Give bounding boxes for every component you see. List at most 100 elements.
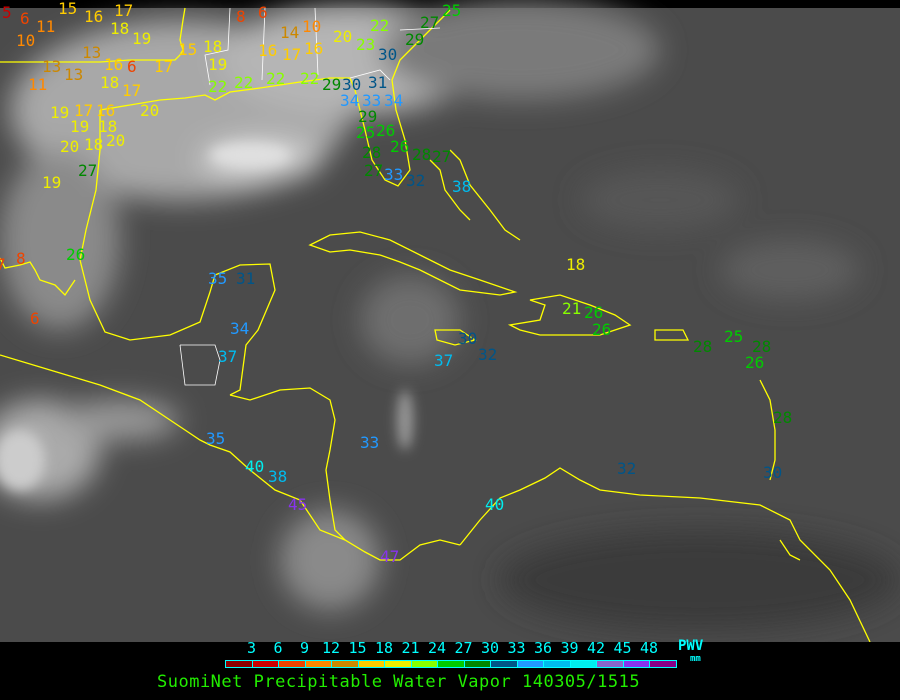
station-pwv-value: 18 — [98, 117, 117, 136]
legend-swatch — [437, 660, 465, 668]
station-pwv-value: 28 — [693, 337, 712, 356]
legend-swatch — [304, 660, 332, 668]
station-pwv-value: 18 — [203, 37, 222, 56]
station-pwv-value: 38 — [268, 467, 287, 486]
station-pwv-value: 17 — [282, 45, 301, 64]
station-pwv-value: 19 — [70, 117, 89, 136]
station-pwv-value: 20 — [140, 101, 159, 120]
station-pwv-value: 17 — [154, 57, 173, 76]
station-pwv-value: 7 — [0, 255, 6, 274]
station-pwv-value: 8 — [16, 249, 26, 268]
station-pwv-value: 5 — [2, 3, 12, 22]
station-pwv-value: 38 — [452, 177, 471, 196]
legend-swatch — [543, 660, 571, 668]
station-pwv-value: 25 — [442, 1, 461, 20]
station-pwv-value: 26 — [745, 353, 764, 372]
legend: 3 6 9 12 15 18 21 24 27 30 33 36 39 42 45 48 PWV mm Suo… — [0, 638, 900, 700]
station-pwv-value: 26 — [66, 245, 85, 264]
station-pwv-value: 32 — [406, 171, 425, 190]
station-pwv-value: 17 — [122, 81, 141, 100]
station-pwv-value: 28 — [773, 408, 792, 427]
station-pwv-value: 31 — [236, 269, 255, 288]
cloud-layer — [0, 0, 900, 630]
legend-swatch — [463, 660, 491, 668]
station-pwv-value: 6 — [127, 57, 137, 76]
station-pwv-value: 8 — [236, 7, 246, 26]
station-pwv-value: 31 — [368, 73, 387, 92]
legend-swatch — [331, 660, 359, 668]
station-pwv-value: 22 — [234, 73, 253, 92]
station-pwv-value: 40 — [245, 457, 264, 476]
station-pwv-value: 6 — [20, 9, 30, 28]
station-pwv-value: 26 — [592, 320, 611, 339]
legend-tick: 18 — [374, 639, 394, 657]
station-pwv-value: 18 — [110, 19, 129, 38]
station-pwv-value: 27 — [420, 13, 439, 32]
station-pwv-value: 10 — [302, 17, 321, 36]
legend-tick: 9 — [299, 639, 310, 657]
station-pwv-value: 29 — [405, 30, 424, 49]
cloud-streaks — [0, 143, 413, 490]
legend-swatch — [410, 660, 438, 668]
station-pwv-value: 14 — [280, 23, 299, 42]
station-pwv-value: 18 — [100, 73, 119, 92]
station-pwv-value: 15 — [178, 40, 197, 59]
station-pwv-value: 6 — [30, 309, 40, 328]
station-pwv-value: 34 — [340, 91, 359, 110]
station-pwv-value: 22 — [300, 69, 319, 88]
station-pwv-value: 23 — [356, 35, 375, 54]
legend-tick: 48 — [639, 639, 659, 657]
legend-swatch — [622, 660, 650, 668]
legend-swatch — [357, 660, 385, 668]
station-pwv-value: 20 — [60, 137, 79, 156]
station-pwv-value: 37 — [218, 347, 237, 366]
station-pwv-value: 30 — [378, 45, 397, 64]
station-pwv-value: 37 — [434, 351, 453, 370]
political-borders — [179, 7, 441, 386]
station-pwv-value: 21 — [562, 299, 581, 318]
station-pwv-value: 34 — [230, 319, 249, 338]
station-pwv-value: 33 — [362, 91, 381, 110]
station-pwv-value: 16 — [84, 7, 103, 26]
station-pwv-value: 32 — [617, 459, 636, 478]
legend-swatch — [278, 660, 306, 668]
station-pwv-value: 28 — [412, 145, 431, 164]
station-pwv-value: 33 — [360, 433, 379, 452]
legend-tick: 36 — [533, 639, 553, 657]
station-pwv-value: 32 — [478, 345, 497, 364]
station-pwv-value: 13 — [64, 65, 83, 84]
station-pwv-value: 40 — [485, 495, 504, 514]
station-pwv-value: 35 — [206, 429, 225, 448]
station-pwv-value: 10 — [16, 31, 35, 50]
legend-tick: 24 — [427, 639, 447, 657]
coastlines — [0, 7, 871, 642]
legend-swatch — [569, 660, 597, 668]
legend-swatch — [490, 660, 518, 668]
station-pwv-value: 19 — [208, 55, 227, 74]
legend-tick: 6 — [273, 639, 283, 657]
legend-swatch — [384, 660, 412, 668]
station-pwv-value: 27 — [364, 161, 383, 180]
legend-unit-label: PWV — [678, 638, 704, 654]
legend-tick: 33 — [507, 639, 526, 657]
station-pwv-value: 22 — [208, 77, 227, 96]
legend-tick: 27 — [454, 639, 473, 657]
station-pwv-value: 6 — [258, 3, 268, 22]
station-pwv-value: 27 — [78, 161, 97, 180]
station-pwv-value: 18 — [566, 255, 585, 274]
legend-tick: 3 — [246, 639, 257, 657]
station-pwv-value: 33 — [384, 165, 403, 184]
legend-swatch — [516, 660, 544, 668]
station-pwv-value: 16 — [104, 55, 123, 74]
station-pwv-value: 30 — [342, 75, 361, 94]
station-pwv-value: 20 — [106, 131, 125, 150]
legend-tick: 12 — [321, 639, 341, 657]
station-pwv-value: 19 — [50, 103, 69, 122]
legend-unit: mm — [690, 654, 701, 664]
station-pwv-value: 29 — [358, 107, 377, 126]
legend-tick: 15 — [348, 639, 367, 657]
station-pwv-value: 45 — [288, 495, 307, 514]
station-pwv-value: 11 — [36, 17, 55, 36]
station-pwv-value: 19 — [132, 29, 151, 48]
